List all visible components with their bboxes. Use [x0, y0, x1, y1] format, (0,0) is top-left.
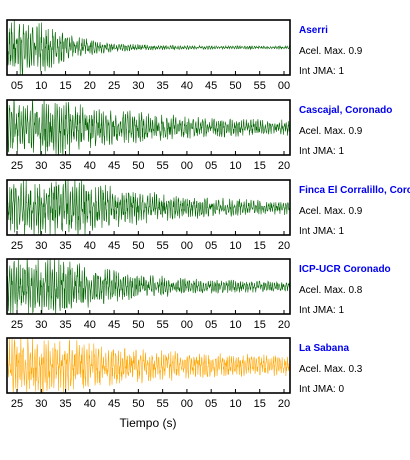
x-tick-label: 15: [59, 80, 71, 92]
station-name: La Sabana: [299, 343, 349, 354]
x-tick-label: 25: [11, 160, 23, 172]
x-tick-label: 25: [11, 398, 23, 410]
acel-max-label: Acel. Max. 0.3: [299, 364, 363, 375]
acel-max-label: Acel. Max. 0.9: [299, 126, 363, 137]
acel-max-label: Acel. Max. 0.9: [299, 206, 363, 217]
x-tick-label: 00: [181, 160, 193, 172]
x-tick-label: 35: [59, 398, 71, 410]
x-tick-label: 45: [205, 80, 217, 92]
x-tick-label: 10: [229, 240, 241, 252]
x-tick-label: 55: [157, 398, 169, 410]
x-tick-label: 00: [181, 319, 193, 331]
x-tick-label: 45: [108, 160, 120, 172]
acel-max-label: Acel. Max. 0.8: [299, 285, 363, 296]
x-tick-label: 15: [254, 240, 266, 252]
int-jma-label: Int JMA: 1: [299, 66, 344, 77]
x-tick-label: 10: [229, 398, 241, 410]
x-tick-label: 55: [157, 319, 169, 331]
x-tick-label: 20: [278, 319, 290, 331]
x-tick-label: 25: [11, 240, 23, 252]
x-tick-label: 05: [11, 80, 23, 92]
x-tick-label: 20: [278, 398, 290, 410]
x-tick-label: 40: [181, 80, 193, 92]
panels-group: 05 10 15 20 25 30 35 40 45 50 55 00 Aserri Acel. Max.…: [6, 19, 410, 410]
waveform-trace: [7, 338, 290, 393]
panel-frame: [6, 337, 291, 394]
x-tick-label: 30: [35, 240, 47, 252]
acel-max-label: Acel. Max. 0.9: [299, 46, 363, 57]
panel-frame: [6, 99, 291, 156]
x-tick-label: 45: [108, 240, 120, 252]
x-tick-label: 50: [132, 240, 144, 252]
x-tick-label: 40: [84, 319, 96, 331]
x-tick-label: 25: [11, 319, 23, 331]
station-name: Finca El Corralillo, Corcnado: [299, 185, 410, 196]
x-tick-label: 30: [35, 160, 47, 172]
x-tick-label: 50: [132, 398, 144, 410]
x-tick-label: 10: [229, 160, 241, 172]
waveform-trace: [7, 180, 290, 235]
int-jma-label: Int JMA: 1: [299, 226, 344, 237]
x-tick-label: 55: [254, 80, 266, 92]
panel-2: 25 30 35 40 45 50 55 00 05 10 15 20 Cascajal, Corona…: [6, 99, 392, 172]
x-tick-label: 10: [229, 319, 241, 331]
x-tick-label: 00: [181, 398, 193, 410]
x-tick-label: 00: [181, 240, 193, 252]
x-tick-label: 40: [84, 240, 96, 252]
panel-4: 25 30 35 40 45 50 55 00 05 10 15 20 ICP-UCR Coronado…: [6, 258, 391, 331]
x-tick-label: 25: [108, 80, 120, 92]
station-name: Aserri: [299, 25, 328, 36]
waveform-trace: [7, 259, 290, 314]
x-tick-label: 30: [132, 80, 144, 92]
x-tick-label: 00: [278, 80, 290, 92]
int-jma-label: Int JMA: 1: [299, 146, 344, 157]
x-tick-label: 15: [254, 319, 266, 331]
x-tick-label: 35: [59, 319, 71, 331]
waveform-trace: [7, 20, 290, 75]
station-name: Cascajal, Coronado: [299, 105, 392, 116]
waveform-trace: [7, 100, 290, 155]
x-tick-label: 35: [59, 160, 71, 172]
station-name: ICP-UCR Coronado: [299, 264, 391, 275]
panel-5: 25 30 35 40 45 50 55 00 05 10 15 20 La Sabana Acel. M…: [6, 337, 363, 410]
x-tick-label: 50: [132, 319, 144, 331]
x-tick-label: 35: [157, 80, 169, 92]
x-tick-label: 20: [84, 80, 96, 92]
x-tick-label: 20: [278, 240, 290, 252]
int-jma-label: Int JMA: 1: [299, 305, 344, 316]
x-axis-title: Tiempo (s): [120, 416, 177, 430]
x-tick-label: 40: [84, 398, 96, 410]
panel-frame: [6, 258, 291, 315]
x-tick-label: 45: [108, 319, 120, 331]
x-tick-label: 05: [205, 319, 217, 331]
x-tick-label: 35: [59, 240, 71, 252]
x-tick-label: 55: [157, 160, 169, 172]
panel-frame: [6, 179, 291, 236]
x-tick-label: 20: [278, 160, 290, 172]
x-tick-label: 45: [108, 398, 120, 410]
x-tick-label: 55: [157, 240, 169, 252]
x-tick-label: 50: [229, 80, 241, 92]
x-tick-label: 40: [84, 160, 96, 172]
panel-3: 25 30 35 40 45 50 55 00 05 10 15 20 Finca El Corrali…: [6, 179, 410, 252]
int-jma-label: Int JMA: 0: [299, 384, 344, 395]
x-tick-label: 15: [254, 160, 266, 172]
panel-frame: [6, 19, 291, 76]
x-tick-label: 05: [205, 398, 217, 410]
panel-1: 05 10 15 20 25 30 35 40 45 50 55 00 Aserri Acel. Max.…: [6, 19, 363, 92]
x-tick-label: 15: [254, 398, 266, 410]
x-tick-label: 10: [35, 80, 47, 92]
x-tick-label: 30: [35, 398, 47, 410]
x-tick-label: 50: [132, 160, 144, 172]
x-tick-label: 05: [205, 160, 217, 172]
x-tick-label: 30: [35, 319, 47, 331]
x-tick-label: 05: [205, 240, 217, 252]
